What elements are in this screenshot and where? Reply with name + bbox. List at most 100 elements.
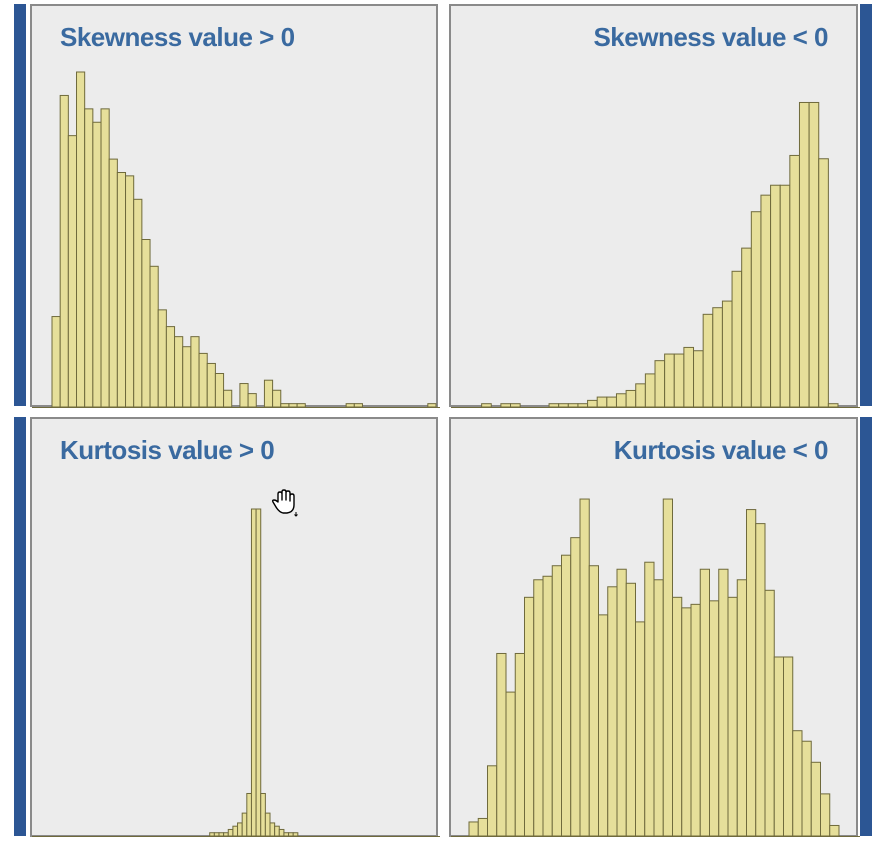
histogram-bar — [246, 792, 252, 837]
histogram-bar — [481, 403, 492, 408]
left-accent-bar-bottom — [14, 417, 26, 836]
chart-title: Skewness value > 0 — [60, 22, 295, 52]
histogram-bar — [673, 353, 685, 408]
histogram-bar — [702, 313, 714, 408]
histogram-bar — [693, 350, 704, 408]
histogram-bar — [487, 765, 498, 837]
histogram-bar — [779, 184, 791, 408]
histogram-bar — [260, 792, 266, 837]
chart-panel-kurtosis-positive: Kurtosis value > 0 — [30, 417, 440, 837]
histogram-bar — [353, 403, 363, 408]
right-accent-bar-bottom — [860, 417, 872, 836]
histogram-bar — [736, 579, 747, 837]
chart-title: Skewness value < 0 — [593, 22, 828, 52]
histogram-bar — [190, 336, 200, 408]
histogram-bar — [232, 825, 239, 837]
histogram-bar — [223, 389, 233, 408]
histogram-bar — [209, 832, 215, 837]
histogram-bar — [587, 399, 598, 408]
histogram-bar — [288, 832, 294, 837]
histogram-bar — [551, 565, 562, 837]
histogram-bar — [263, 379, 274, 408]
histogram-bar — [712, 307, 723, 408]
histogram-bar — [577, 403, 589, 408]
histogram-bar — [567, 403, 579, 408]
histogram-bar — [223, 832, 229, 837]
histogram-bar — [570, 537, 581, 837]
histogram-bar — [533, 579, 544, 837]
histogram-bar — [468, 821, 479, 837]
histogram-skewness-negative — [451, 101, 860, 408]
histogram-bar — [718, 568, 729, 837]
histogram-bar — [227, 828, 234, 837]
histogram-bar — [116, 172, 127, 408]
histogram-bar — [635, 383, 646, 408]
histogram-bar — [213, 832, 220, 837]
histogram-bar — [345, 403, 355, 408]
histogram-bar — [662, 498, 673, 837]
histogram-bar — [427, 403, 437, 408]
histogram-bar — [288, 403, 298, 408]
histogram-bar — [198, 352, 208, 408]
histogram-bar — [672, 596, 683, 837]
chart-panel-skewness-negative: Skewness value < 0 — [449, 4, 860, 408]
histogram-bar — [255, 508, 262, 837]
histogram-bar — [269, 822, 276, 837]
histogram-bar — [764, 589, 775, 837]
histogram-bar — [505, 691, 516, 837]
histogram-bar — [283, 832, 290, 837]
histogram-bar — [635, 621, 646, 837]
histogram-bar — [76, 71, 86, 408]
histogram-bar — [477, 817, 488, 837]
histogram-bar — [218, 832, 225, 837]
histogram-bar — [542, 575, 553, 837]
histogram-bar — [773, 656, 784, 837]
chart-panel-skewness-positive: Skewness value > 0 — [30, 4, 440, 408]
histogram-bar — [274, 825, 280, 837]
histogram-bar — [721, 300, 733, 408]
histogram-bar — [681, 607, 692, 837]
histogram-bar — [174, 336, 184, 408]
histogram-bar — [51, 316, 61, 408]
histogram-bar — [731, 270, 743, 408]
histogram-bar — [84, 108, 94, 408]
histogram-bar — [755, 523, 766, 837]
histogram-bar — [683, 346, 695, 408]
histogram-skewness-positive — [32, 71, 440, 408]
histogram-bar — [615, 393, 627, 408]
histogram-bar — [810, 761, 821, 837]
histogram-bar — [272, 389, 282, 408]
histogram-bar — [654, 360, 666, 408]
histogram-bar — [500, 403, 512, 408]
chart-title: Kurtosis value < 0 — [613, 435, 829, 465]
histogram-bar — [750, 211, 762, 408]
histogram-bar — [588, 565, 599, 837]
histogram-bar — [239, 383, 249, 408]
histogram-bar — [92, 121, 102, 408]
histogram-bar — [792, 730, 803, 837]
histogram-bar — [496, 652, 507, 837]
histogram-bar — [607, 586, 618, 837]
histogram-bar — [292, 832, 299, 837]
histogram-bar — [100, 108, 110, 408]
histogram-bar — [182, 346, 192, 408]
histogram-kurtosis-positive — [32, 508, 440, 837]
histogram-bar — [644, 373, 656, 408]
chart-panel-kurtosis-negative: Kurtosis value < 0 — [449, 417, 860, 837]
histogram-bar — [820, 793, 831, 837]
histogram-bar — [278, 828, 285, 837]
histogram-bar — [606, 396, 617, 408]
histogram-bar — [524, 596, 535, 837]
histogram-bar — [690, 603, 701, 837]
histogram-bar — [241, 812, 248, 837]
histogram-bar — [250, 508, 257, 837]
histogram-bar — [829, 824, 840, 837]
histogram-bar — [149, 265, 159, 408]
histogram-bar — [67, 135, 78, 408]
histogram-bar — [558, 403, 569, 408]
histogram-bar — [798, 101, 810, 408]
histogram-bar — [214, 373, 225, 408]
histogram-bar — [206, 362, 216, 408]
histogram-bar — [760, 194, 772, 408]
histogram-bar — [709, 600, 720, 837]
